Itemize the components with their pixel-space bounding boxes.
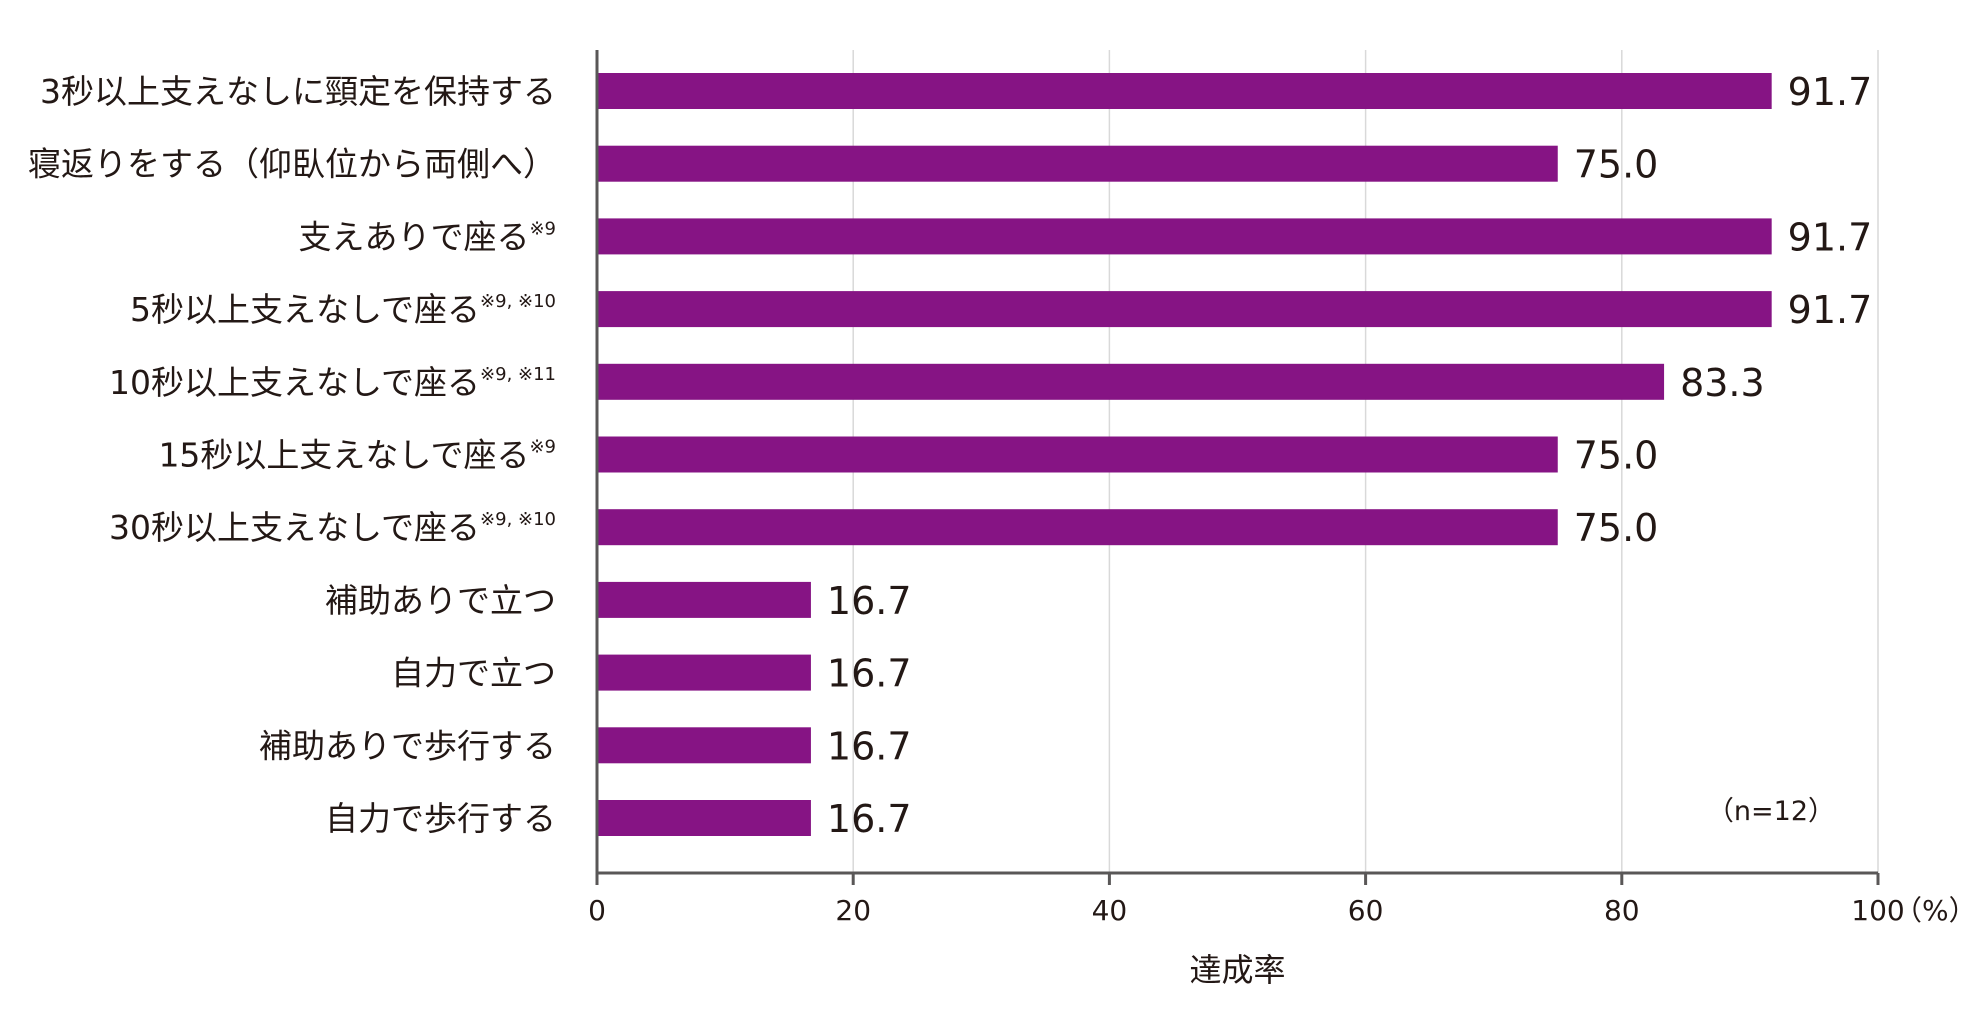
value-label: 75.0 — [1574, 143, 1659, 187]
value-label: 16.7 — [827, 579, 912, 623]
value-label: 91.7 — [1788, 70, 1873, 114]
footnote-marker: ※9, ※11 — [480, 364, 556, 385]
category-label: 寝返りをする（仰臥位から両側へ） — [28, 145, 556, 184]
bar — [597, 73, 1772, 109]
footnote-marker: ※9 — [529, 437, 556, 458]
x-tick-label: 100 — [1851, 894, 1904, 927]
category-label: 自力で立つ — [391, 654, 556, 693]
value-label: 91.7 — [1788, 215, 1873, 259]
category-label: 15秒以上支えなしで座る※9 — [158, 436, 556, 475]
x-tick-labels: 0 20 40 60 80 100 — [588, 894, 1905, 927]
footnote-marker: ※9, ※10 — [480, 291, 556, 312]
axes — [595, 50, 1880, 885]
bar — [597, 581, 811, 618]
bar — [597, 727, 811, 764]
bar — [597, 800, 811, 836]
category-label: 3秒以上支えなしに頸定を保持する — [40, 72, 556, 111]
category-label: 10秒以上支えなしで座る※9, ※11 — [109, 363, 556, 402]
value-label: 91.7 — [1788, 288, 1873, 332]
x-axis-unit: （%） — [1894, 894, 1973, 927]
x-tick-label: 60 — [1348, 894, 1384, 927]
value-label: 16.7 — [827, 652, 912, 696]
bar — [597, 436, 1558, 473]
x-axis-title: 達成率 — [1189, 951, 1285, 989]
category-label: 30秒以上支えなしで座る※9, ※10 — [109, 508, 556, 547]
bar — [597, 509, 1558, 546]
bar — [597, 145, 1558, 182]
x-tick-label: 20 — [835, 894, 871, 927]
footnote-marker: ※9, ※10 — [480, 509, 556, 530]
value-label: 16.7 — [827, 797, 912, 841]
bar — [597, 363, 1665, 400]
bars — [597, 73, 1772, 836]
bar — [597, 654, 811, 691]
category-label: 5秒以上支えなしで座る※9, ※10 — [130, 290, 556, 329]
category-label: 補助ありで歩行する — [259, 726, 556, 765]
category-label: 自力で歩行する — [325, 799, 556, 838]
value-label: 75.0 — [1574, 434, 1659, 478]
category-label: 補助ありで立つ — [325, 581, 556, 620]
value-label: 83.3 — [1680, 361, 1765, 405]
x-tick-label: 80 — [1604, 894, 1640, 927]
category-label: 支えありで座る※9 — [298, 217, 556, 256]
value-label: 75.0 — [1574, 506, 1659, 550]
value-label: 16.7 — [827, 724, 912, 768]
x-tick-label: 40 — [1092, 894, 1128, 927]
footnote-marker: ※9 — [529, 218, 556, 239]
bar — [597, 218, 1772, 255]
value-labels: 91.7 75.0 91.7 91.7 83.3 75.0 75.0 16.7 16.7 16.7… — [827, 70, 1872, 841]
x-tick-label: 0 — [588, 894, 606, 927]
bar — [597, 291, 1772, 328]
sample-size-note: （n=12） — [1707, 796, 1835, 827]
